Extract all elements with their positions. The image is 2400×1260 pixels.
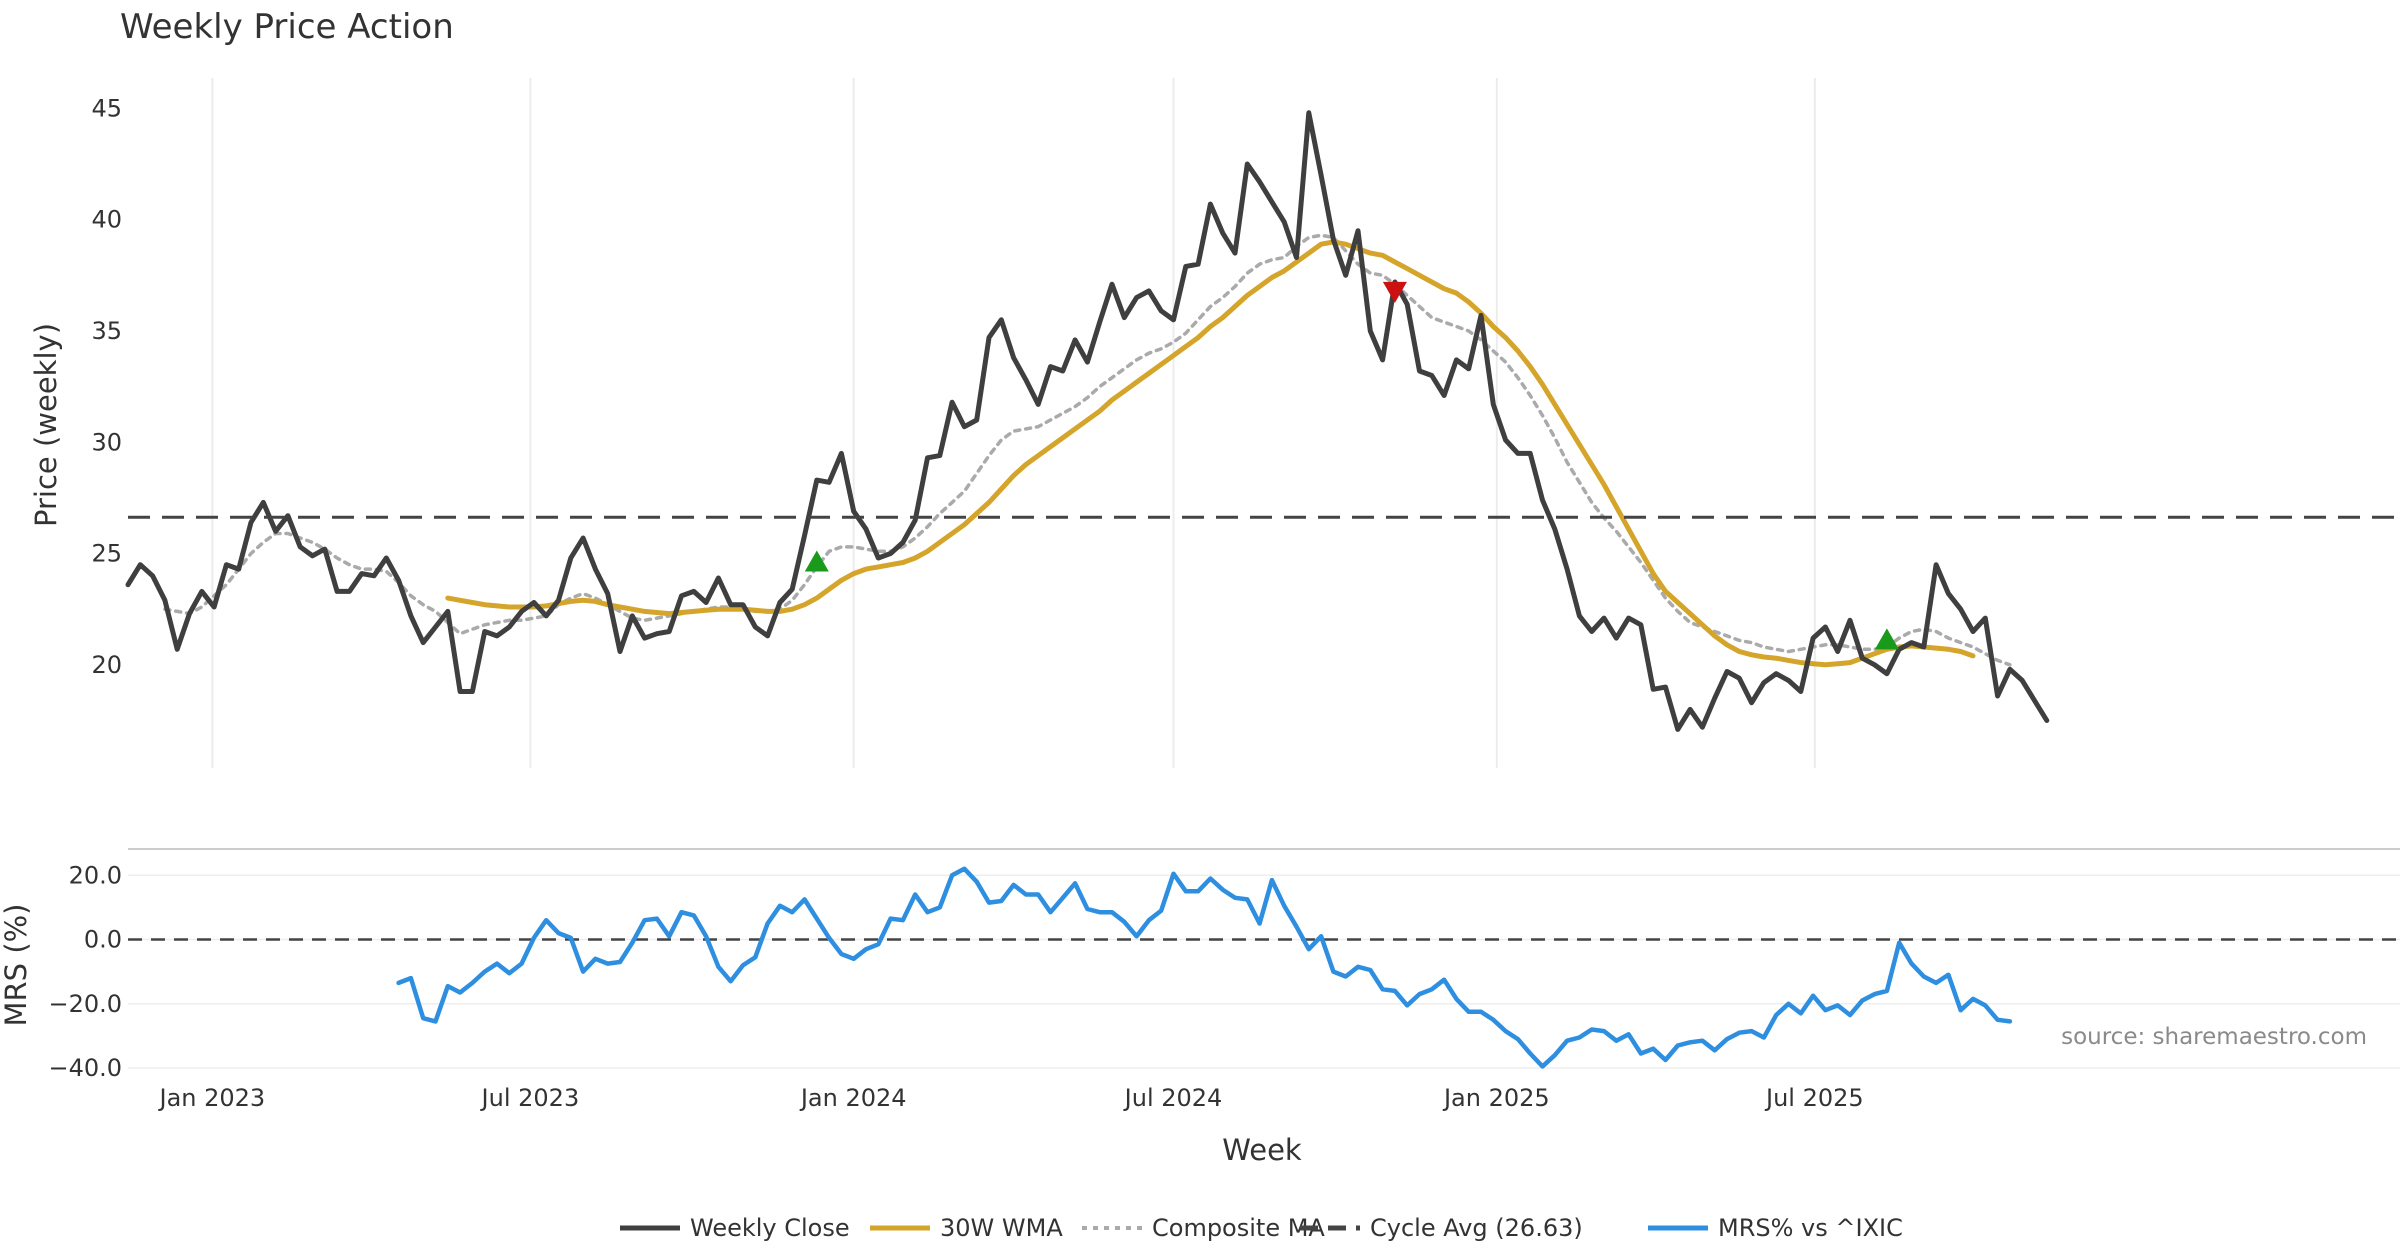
buy-signal-marker <box>1874 628 1899 650</box>
legend: Weekly Close 30W WMA Composite MA Cycle Avg… <box>620 1214 1903 1242</box>
price-y-tick-label: 30 <box>91 428 122 456</box>
source-text: source: sharemaestro.com <box>2061 1024 2367 1050</box>
x-tick-label: Jul 2023 <box>480 1084 580 1112</box>
mrs-y-tick-label: 20.0 <box>69 861 122 889</box>
mrs-line <box>396 866 2013 1069</box>
mrs-y-tick-label: −20.0 <box>48 990 122 1018</box>
price-axis-label: Price (weekly) <box>29 323 63 527</box>
legend-mrs-label: MRS% vs ^IXIC <box>1718 1214 1903 1242</box>
mrs-y-tick-label: 0.0 <box>84 926 122 954</box>
legend-weekly-close-label: Weekly Close <box>690 1214 850 1242</box>
price-y-tick-label: 45 <box>91 94 122 122</box>
x-tick-label: Jul 2024 <box>1123 1084 1223 1112</box>
wma-30w-line <box>445 239 1976 668</box>
chart-title: Weekly Price Action <box>120 7 454 47</box>
price-y-tick-label: 20 <box>91 651 122 679</box>
price-panel: 20 25 30 35 40 45 <box>91 78 2400 768</box>
mrs-panel: −40.0 −20.0 0.0 20.0 <box>48 848 2400 1082</box>
price-y-tick-label: 25 <box>91 540 122 568</box>
legend-30w-wma-label: 30W WMA <box>940 1214 1063 1242</box>
price-y-tick-label: 35 <box>91 317 122 345</box>
x-axis-label: Week <box>1222 1133 1302 1167</box>
legend-composite-ma-label: Composite MA <box>1152 1214 1325 1242</box>
x-tick-label: Jul 2025 <box>1764 1084 1864 1112</box>
price-y-tick-label: 40 <box>91 206 122 234</box>
mrs-axis-label: MRS (%) <box>0 904 33 1027</box>
x-axis-ticks: Jan 2023 Jul 2023 Jan 2024 Jul 2024 Jan 2025… <box>157 1084 1863 1112</box>
mrs-y-tick-label: −40.0 <box>48 1054 122 1082</box>
composite-ma-line <box>163 233 2012 667</box>
x-tick-label: Jan 2025 <box>1442 1084 1550 1112</box>
legend-cycle-avg-label: Cycle Avg (26.63) <box>1370 1214 1583 1242</box>
x-tick-label: Jan 2023 <box>157 1084 265 1112</box>
buy-signal-marker <box>804 550 829 572</box>
sell-signal-marker <box>1382 281 1407 303</box>
weekly-close-line <box>125 110 2050 732</box>
x-tick-label: Jan 2024 <box>799 1084 907 1112</box>
